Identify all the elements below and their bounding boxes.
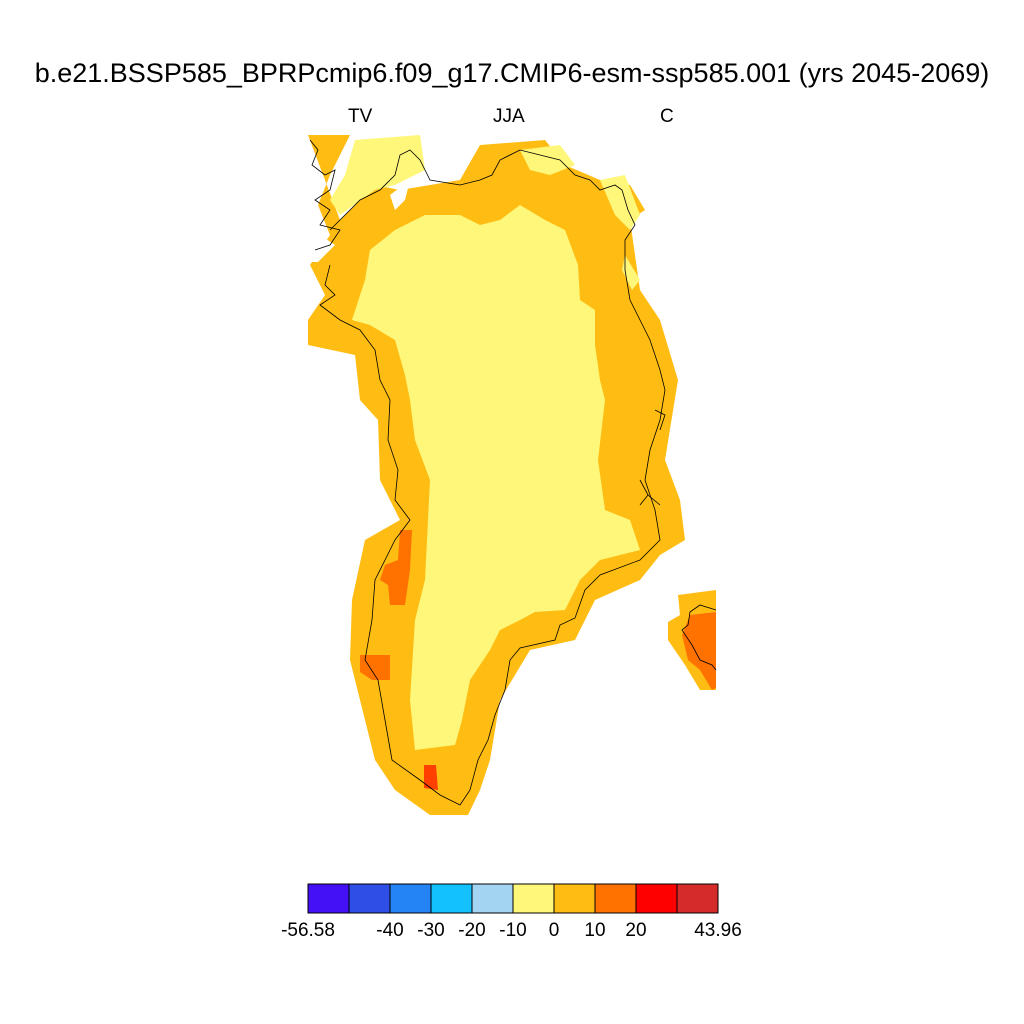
northwest-gap [308, 235, 335, 262]
ice-interior-region [352, 205, 640, 750]
colorbar-tick-label: -56.58 [281, 920, 335, 941]
subtitle-season: JJA [493, 106, 525, 127]
colorbar-tick-label: 0 [548, 920, 560, 941]
east-fjord-a [639, 479, 661, 506]
greenland-coastline [309, 139, 666, 806]
colorbar-tick-label: 10 [584, 920, 606, 941]
colorbar-swatch [348, 883, 391, 914]
colorbar-tick-label: -10 [499, 920, 527, 941]
iceland-coastline [681, 604, 717, 671]
colorbar-swatch [553, 883, 596, 914]
north-patch-d [622, 255, 640, 290]
colorbar-swatch [676, 883, 719, 914]
north-patch-b [520, 145, 575, 175]
subtitle-variable: TV [348, 106, 373, 127]
colorbar-swatch [594, 883, 637, 914]
east-fjord-b [654, 409, 666, 431]
colorbar-swatch [307, 883, 350, 914]
north-patch-c [600, 175, 640, 230]
west-hotspot-a [380, 530, 412, 605]
colorbar-tick-label: 43.96 [694, 920, 742, 941]
south-hotspot [424, 765, 438, 790]
north-patch-a [330, 135, 425, 215]
colorbar-tick-label: 20 [625, 920, 647, 941]
colorbar-swatch [389, 883, 432, 914]
west-hotspot-b [360, 655, 390, 680]
northwest-gap-b [390, 180, 410, 210]
iceland-hotspot [682, 612, 716, 690]
colorbar-tick-label: -30 [417, 920, 445, 941]
colorbar-swatch [471, 883, 514, 914]
plot-title: b.e21.BSSP585_BPRPcmip6.f09_g17.CMIP6-es… [34, 58, 990, 88]
subtitle-units: C [660, 106, 674, 127]
colorbar-tick-label: -20 [458, 920, 486, 941]
colorbar-swatch [635, 883, 678, 914]
colorbar-swatch [512, 883, 555, 914]
colorbar-swatch [430, 883, 473, 914]
colorbar-tick-label: -40 [376, 920, 404, 941]
